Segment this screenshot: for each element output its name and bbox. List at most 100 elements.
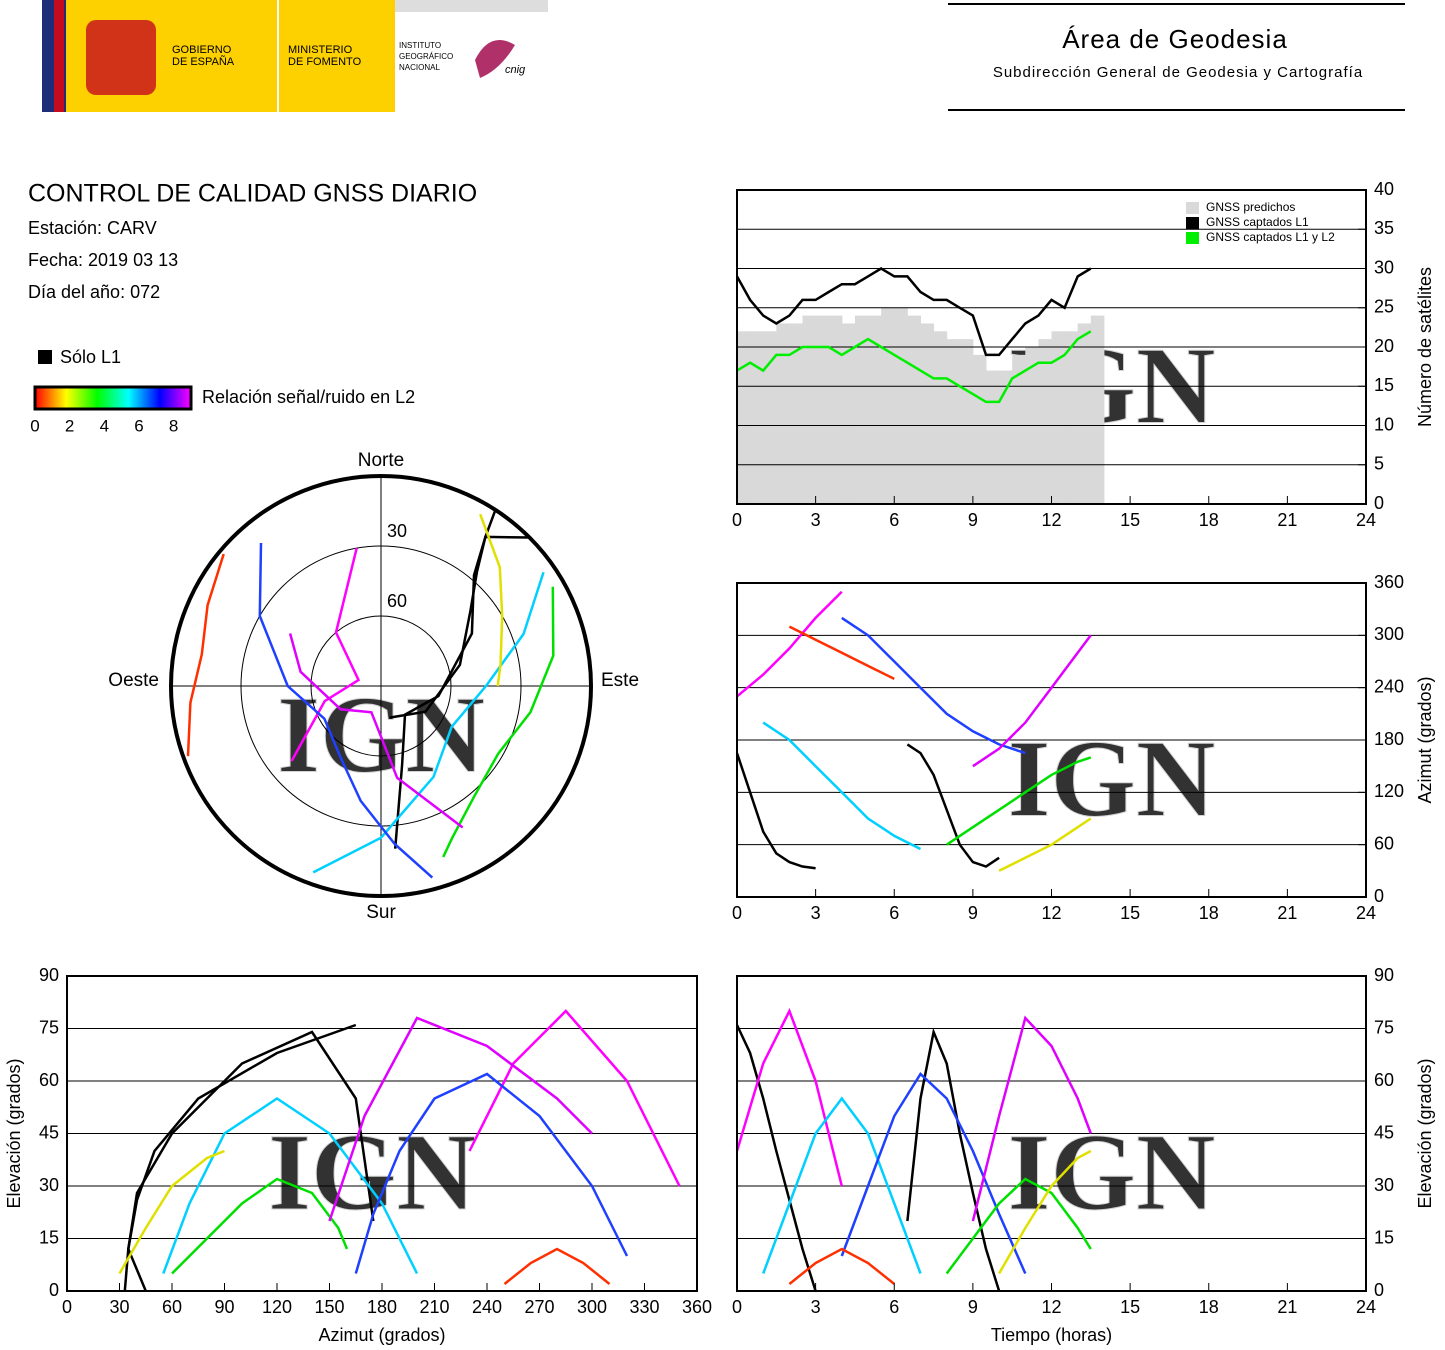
predicted-bar: [763, 331, 777, 504]
x-tick-label: 15: [1120, 510, 1140, 530]
y-tick-label: 25: [1374, 297, 1394, 317]
x-tick-label: 360: [682, 1297, 712, 1317]
y-axis-label: Elevación (grados): [1415, 1058, 1435, 1208]
snr-colorbar: [33, 385, 193, 411]
sky-track: [290, 547, 361, 762]
y-tick-label: 90: [39, 965, 59, 985]
x-tick-label: 0: [732, 1297, 742, 1317]
track-line: [736, 590, 843, 698]
legend-label: GNSS captados L1 y L2: [1206, 230, 1335, 244]
track-line: [735, 267, 1092, 357]
x-tick-label: 9: [968, 1297, 978, 1317]
direction-label: Este: [601, 670, 639, 691]
predicted-bar: [789, 323, 804, 504]
predicted-bar: [1077, 323, 1092, 504]
direction-label: Sur: [366, 902, 396, 923]
gov-text: GOBIERNO: [172, 44, 232, 56]
day-of-year: Día del año: 072: [28, 282, 160, 302]
predicted-bar: [737, 331, 751, 504]
x-tick-label: 90: [214, 1297, 234, 1317]
ministry-text: DE FOMENTO: [288, 56, 362, 68]
predicted-bar: [933, 331, 948, 504]
predicted-bar: [1038, 339, 1052, 504]
snr-tick-label: 4: [100, 416, 109, 435]
sky-track: [258, 542, 434, 879]
y-tick-label: 120: [1374, 781, 1404, 801]
area-title: Área de Geodesia: [1062, 24, 1288, 54]
institute-text: NACIONAL: [399, 63, 440, 72]
y-tick-label: 10: [1374, 414, 1394, 434]
x-tick-label: 120: [262, 1297, 292, 1317]
predicted-bar: [985, 370, 1000, 504]
predicted-bar: [1090, 315, 1105, 504]
x-tick-label: 18: [1199, 903, 1219, 923]
x-tick-label: 240: [472, 1297, 502, 1317]
logo-bar: [395, 0, 548, 12]
track-line: [945, 1177, 1092, 1275]
x-tick-label: 15: [1120, 903, 1140, 923]
snr-tick-label: 0: [30, 416, 39, 435]
x-tick-label: 0: [732, 510, 742, 530]
y-tick-label: 15: [1374, 1227, 1394, 1247]
x-tick-label: 15: [1120, 1297, 1140, 1317]
predicted-bar: [999, 370, 1013, 504]
predicted-bar: [1064, 331, 1079, 504]
y-tick-label: 60: [1374, 1070, 1394, 1090]
y-tick-label: 30: [1374, 257, 1394, 277]
watermark: IGN: [1008, 717, 1216, 839]
x-tick-label: 24: [1356, 510, 1376, 530]
y-tick-label: 40: [1374, 179, 1394, 199]
predicted-bar: [1051, 331, 1066, 504]
predicted-bar: [841, 323, 856, 504]
track-line: [998, 817, 1092, 872]
track-line: [354, 1072, 629, 1274]
track-line: [972, 634, 1092, 768]
track-line: [971, 1015, 1092, 1222]
x-tick-label: 12: [1041, 510, 1061, 530]
track-line: [736, 330, 1092, 404]
y-tick-label: 5: [1374, 454, 1384, 474]
predicted-bar: [802, 315, 817, 504]
track-line: [840, 1072, 1027, 1275]
x-tick-label: 150: [314, 1297, 344, 1317]
predicted-bar: [868, 315, 882, 504]
track-line: [998, 1149, 1092, 1275]
sky-track: [288, 633, 464, 829]
snr-tick-label: 6: [134, 416, 143, 435]
y-tick-label: 30: [39, 1175, 59, 1195]
x-tick-label: 210: [419, 1297, 449, 1317]
y-tick-label: 0: [1374, 1280, 1384, 1300]
x-tick-label: 180: [367, 1297, 397, 1317]
predicted-bar: [854, 315, 869, 504]
track-line: [468, 1009, 681, 1187]
x-tick-label: 18: [1199, 1297, 1219, 1317]
y-tick-label: 45: [39, 1122, 59, 1142]
snr-label: Relación señal/ruido en L2: [202, 387, 415, 407]
legend-swatch: [1186, 232, 1199, 244]
elevation-ring: [310, 615, 452, 757]
y-tick-label: 360: [1374, 572, 1404, 592]
x-tick-label: 24: [1356, 903, 1376, 923]
logo-red: [54, 0, 64, 112]
legend-swatch: [1186, 202, 1199, 214]
logo-ign-bg: [395, 12, 548, 112]
legend-label: GNSS captados L1: [1206, 215, 1309, 229]
x-tick-label: 60: [162, 1297, 182, 1317]
report-title: CONTROL DE CALIDAD GNSS DIARIO: [28, 180, 477, 208]
track-line: [788, 1247, 896, 1285]
gov-text: DE ESPAÑA: [172, 55, 235, 68]
x-axis-label: Tiempo (horas): [991, 1325, 1112, 1345]
track-line: [127, 1030, 375, 1292]
cnig-text: cnig: [505, 64, 526, 76]
l1-swatch: [38, 350, 52, 364]
institute-text: GEOGRÁFICO: [399, 52, 453, 61]
x-tick-label: 6: [889, 903, 899, 923]
track-line: [735, 1007, 844, 1187]
track-line: [735, 752, 816, 870]
x-tick-label: 300: [577, 1297, 607, 1317]
x-tick-label: 270: [524, 1297, 554, 1317]
sky-track: [442, 586, 555, 858]
predicted-bar: [894, 307, 908, 504]
predicted-bar: [946, 339, 961, 504]
